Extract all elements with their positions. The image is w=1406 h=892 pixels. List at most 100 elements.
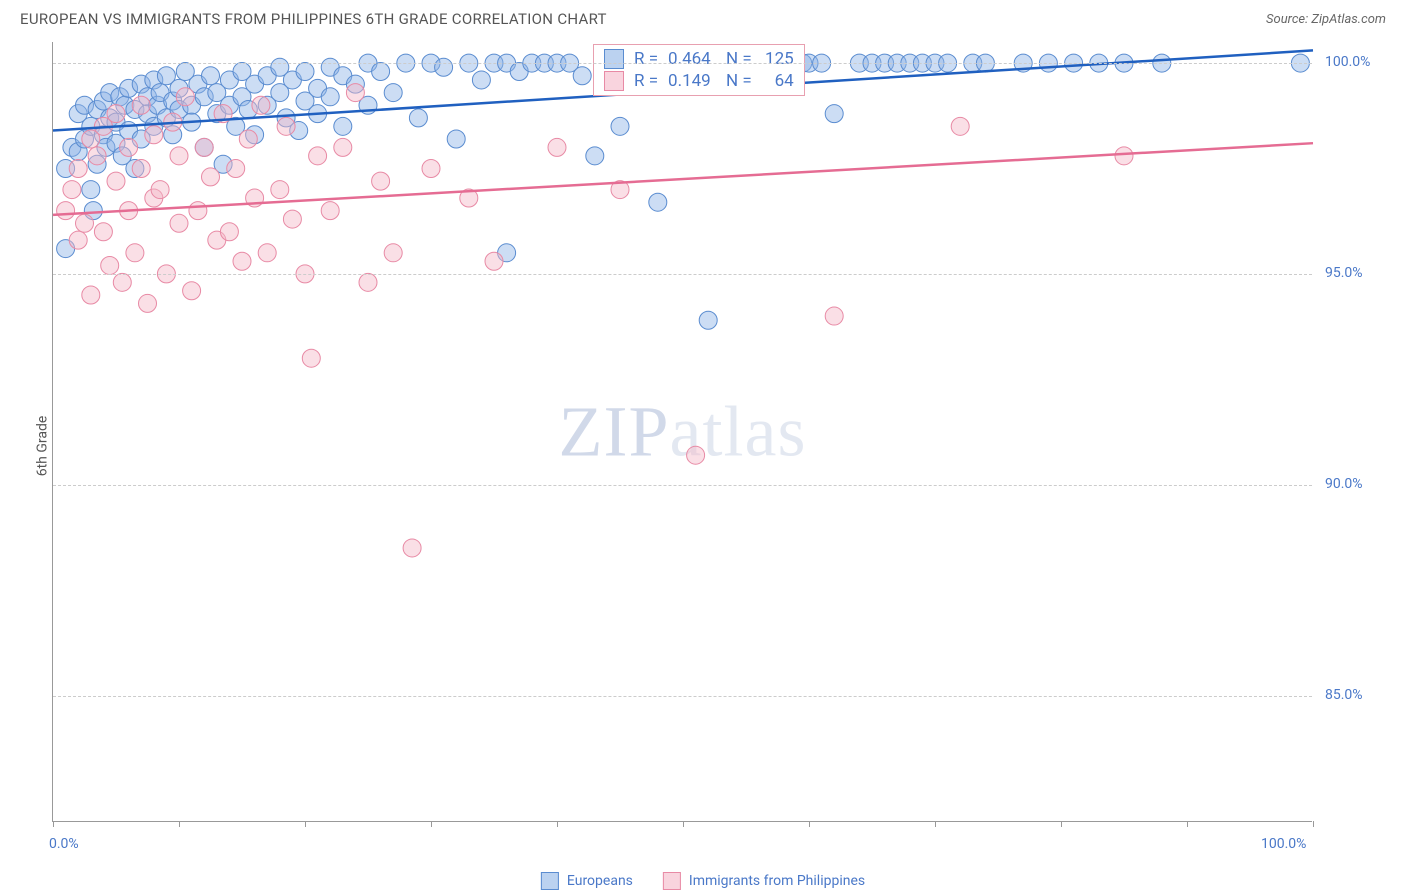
scatter-point bbox=[57, 202, 75, 220]
chart-title: EUROPEAN VS IMMIGRANTS FROM PHILIPPINES … bbox=[20, 10, 607, 28]
r-label: R = bbox=[634, 49, 658, 69]
scatter-point bbox=[611, 117, 629, 135]
x-tick bbox=[1313, 821, 1314, 827]
scatter-point bbox=[334, 117, 352, 135]
x-tick bbox=[809, 821, 810, 827]
scatter-point bbox=[170, 214, 188, 232]
x-tick bbox=[935, 821, 936, 827]
scatter-point bbox=[132, 159, 150, 177]
gridline bbox=[53, 696, 1312, 697]
scatter-point bbox=[139, 294, 157, 312]
scatter-point bbox=[239, 130, 257, 148]
scatter-point bbox=[321, 88, 339, 106]
x-tick bbox=[1187, 821, 1188, 827]
scatter-point bbox=[189, 202, 207, 220]
scatter-point bbox=[586, 147, 604, 165]
scatter-point bbox=[825, 307, 843, 325]
y-tick-label: 90.0% bbox=[1325, 476, 1363, 492]
scatter-point bbox=[334, 138, 352, 156]
scatter-point bbox=[825, 105, 843, 123]
plot-area: ZIPatlas R =0.464N =125R =0.149N =64 85.… bbox=[52, 42, 1312, 822]
stats-row: R =0.464N =125 bbox=[604, 49, 794, 69]
scatter-point bbox=[346, 84, 364, 102]
gridline bbox=[53, 274, 1312, 275]
r-value: 0.149 bbox=[668, 71, 716, 91]
scatter-point bbox=[120, 138, 138, 156]
r-label: R = bbox=[634, 71, 658, 91]
scatter-point bbox=[372, 63, 390, 81]
scatter-point bbox=[296, 63, 314, 81]
scatter-point bbox=[233, 252, 251, 270]
scatter-point bbox=[277, 117, 295, 135]
legend-item: Europeans bbox=[541, 872, 633, 890]
y-tick-label: 95.0% bbox=[1325, 265, 1363, 281]
n-label: N = bbox=[726, 71, 752, 91]
scatter-point bbox=[176, 88, 194, 106]
y-axis-label: 6th Grade bbox=[34, 416, 50, 477]
scatter-point bbox=[649, 193, 667, 211]
scatter-point bbox=[82, 286, 100, 304]
scatter-point bbox=[76, 214, 94, 232]
scatter-point bbox=[195, 138, 213, 156]
x-tick bbox=[431, 821, 432, 827]
scatter-point bbox=[485, 252, 503, 270]
scatter-point bbox=[271, 181, 289, 199]
scatter-point bbox=[422, 159, 440, 177]
scatter-point bbox=[951, 117, 969, 135]
scatter-point bbox=[384, 84, 402, 102]
scatter-point bbox=[107, 172, 125, 190]
legend-item: Immigrants from Philippines bbox=[663, 872, 865, 890]
legend-label: Immigrants from Philippines bbox=[689, 873, 865, 889]
scatter-point bbox=[94, 223, 112, 241]
x-tick-label: 100.0% bbox=[1261, 836, 1306, 852]
scatter-point bbox=[82, 181, 100, 199]
scatter-point bbox=[1115, 147, 1133, 165]
scatter-point bbox=[145, 126, 163, 144]
scatter-point bbox=[447, 130, 465, 148]
y-tick-label: 100.0% bbox=[1325, 54, 1370, 70]
scatter-point bbox=[126, 244, 144, 262]
chart-container: ZIPatlas R =0.464N =125R =0.149N =64 85.… bbox=[52, 42, 1388, 822]
correlation-stats-box: R =0.464N =125R =0.149N =64 bbox=[593, 44, 805, 96]
x-tick bbox=[305, 821, 306, 827]
x-tick bbox=[683, 821, 684, 827]
scatter-point bbox=[202, 168, 220, 186]
gridline bbox=[53, 63, 1312, 64]
scatter-point bbox=[151, 181, 169, 199]
scatter-point bbox=[113, 273, 131, 291]
scatter-point bbox=[687, 446, 705, 464]
scatter-point bbox=[573, 67, 591, 85]
chart-source: Source: ZipAtlas.com bbox=[1266, 12, 1386, 27]
x-tick bbox=[53, 821, 54, 827]
scatter-point bbox=[403, 539, 421, 557]
n-value: 125 bbox=[762, 49, 794, 69]
scatter-point bbox=[183, 282, 201, 300]
scatter-point bbox=[227, 159, 245, 177]
scatter-point bbox=[359, 273, 377, 291]
scatter-point bbox=[220, 223, 238, 241]
scatter-point bbox=[302, 349, 320, 367]
chart-legend: Europeans Immigrants from Philippines bbox=[541, 872, 865, 890]
scatter-point bbox=[283, 210, 301, 228]
scatter-point bbox=[384, 244, 402, 262]
chart-header: EUROPEAN VS IMMIGRANTS FROM PHILIPPINES … bbox=[0, 0, 1406, 36]
x-tick bbox=[557, 821, 558, 827]
scatter-point bbox=[170, 147, 188, 165]
scatter-point bbox=[372, 172, 390, 190]
n-label: N = bbox=[726, 49, 752, 69]
scatter-point bbox=[69, 159, 87, 177]
scatter-point bbox=[107, 105, 125, 123]
x-tick bbox=[179, 821, 180, 827]
scatter-point bbox=[202, 67, 220, 85]
scatter-point bbox=[699, 311, 717, 329]
x-tick-label: 0.0% bbox=[49, 836, 79, 852]
scatter-point bbox=[101, 256, 119, 274]
scatter-point bbox=[321, 202, 339, 220]
legend-label: Europeans bbox=[567, 873, 633, 889]
scatter-point bbox=[258, 244, 276, 262]
scatter-point bbox=[435, 58, 453, 76]
y-tick-label: 85.0% bbox=[1325, 687, 1363, 703]
series-swatch bbox=[604, 49, 624, 69]
scatter-point bbox=[472, 71, 490, 89]
series-swatch bbox=[604, 71, 624, 91]
